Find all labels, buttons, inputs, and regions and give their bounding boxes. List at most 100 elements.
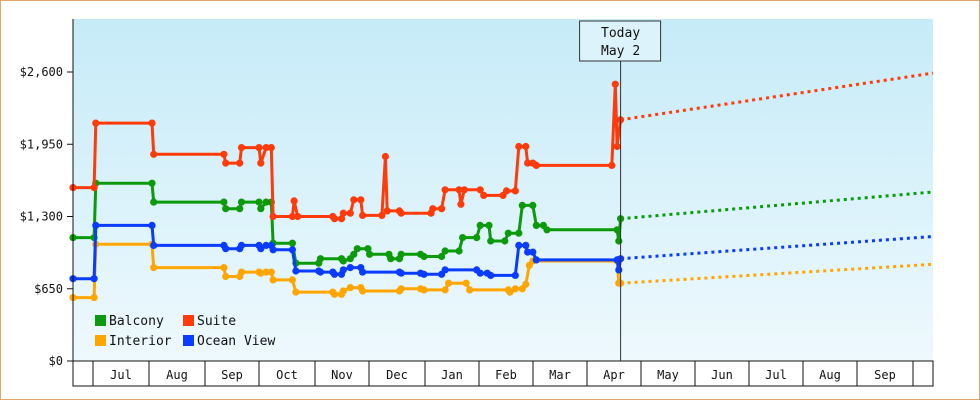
point-suite [222,159,230,167]
point-interior [339,287,347,295]
point-interior [292,288,300,296]
point-ocean-view [441,266,449,274]
point-balcony [485,221,493,229]
x-tick-label: Dec [386,368,408,382]
y-tick-label: $1,950 [20,137,63,151]
point-balcony [504,229,512,237]
point-suite [269,212,277,221]
point-suite [515,142,523,151]
point-ocean-view [397,269,405,277]
point-ocean-view [316,268,325,276]
point-balcony [350,250,358,258]
x-tick-label: Feb [495,368,517,382]
x-tick-label: Jul [765,368,787,382]
point-suite [150,150,158,158]
point-balcony [543,226,551,234]
point-balcony [222,205,230,213]
point-suite [294,212,302,221]
point-interior [90,294,98,302]
point-interior [267,268,275,276]
point-suite [480,191,488,199]
point-ocean-view [257,245,265,253]
point-balcony [459,234,467,242]
point-balcony [366,250,374,258]
point-suite [288,212,296,221]
x-tick-band [72,360,934,387]
point-balcony [518,201,526,209]
point-balcony [150,198,158,206]
point-suite [148,119,156,127]
point-interior [466,286,474,294]
series-layer [69,71,934,302]
point-balcony [397,250,405,258]
point-balcony [148,179,156,187]
today-date: May 2 [601,44,640,59]
point-ocean-view [90,275,98,283]
point-suite [92,119,100,127]
x-tick-label: Sep [874,368,896,382]
legend-swatch-ocean-view [183,335,194,346]
point-balcony [288,239,296,247]
point-suite [339,209,347,217]
point-interior [420,286,428,294]
x-tick-label: Aug [166,368,188,382]
point-ocean-view [522,241,530,249]
legend-label-interior: Interior [109,334,172,349]
point-balcony [515,229,523,237]
point-suite [613,142,621,151]
point-interior [150,264,158,272]
point-balcony [364,245,372,253]
point-interior [330,290,339,298]
y-tick-label: $2,600 [20,65,63,79]
point-suite [611,80,619,88]
point-suite [346,209,354,217]
legend-swatch-balcony [95,315,106,326]
point-suite [236,159,244,167]
point-suite [378,211,386,219]
point-balcony [501,237,509,245]
point-suite [267,144,275,152]
x-tick-label: Jan [441,368,463,382]
legend-label-suite: Suite [197,314,236,329]
plot-background [73,19,933,361]
point-ocean-view [346,264,354,272]
point-suite [608,161,616,169]
legend-swatch-suite [183,315,194,326]
point-balcony [339,257,347,265]
point-ocean-view [615,266,623,274]
x-tick-label: Oct [276,368,298,382]
point-balcony [455,247,463,255]
point-suite [476,186,484,194]
point-balcony [220,198,228,206]
point-suite [359,211,367,219]
point-interior [359,287,367,295]
point-suite [441,186,449,194]
point-suite [237,144,246,152]
point-balcony [420,252,428,261]
point-suite [255,144,263,152]
point-balcony [262,198,270,206]
point-suite [532,161,540,169]
point-ocean-view [524,248,532,256]
point-ocean-view [339,266,347,274]
legend-label-balcony: Balcony [109,314,164,329]
x-tick-label: Mar [549,368,571,382]
point-suite [457,200,465,208]
x-tick-label: May [657,368,679,382]
point-interior [462,279,470,287]
point-interior [288,276,296,284]
point-interior [445,279,453,287]
point-balcony [473,234,481,242]
point-suite [383,207,391,215]
point-interior [269,276,277,284]
point-balcony [236,205,244,213]
x-tick-label: Sep [221,368,243,382]
point-interior [511,285,519,293]
point-balcony [487,237,495,245]
point-ocean-view [292,267,300,275]
point-suite [397,209,405,217]
x-tick-label: Apr [603,368,625,382]
point-suite [350,196,358,204]
x-tick-label: Jul [110,368,132,382]
